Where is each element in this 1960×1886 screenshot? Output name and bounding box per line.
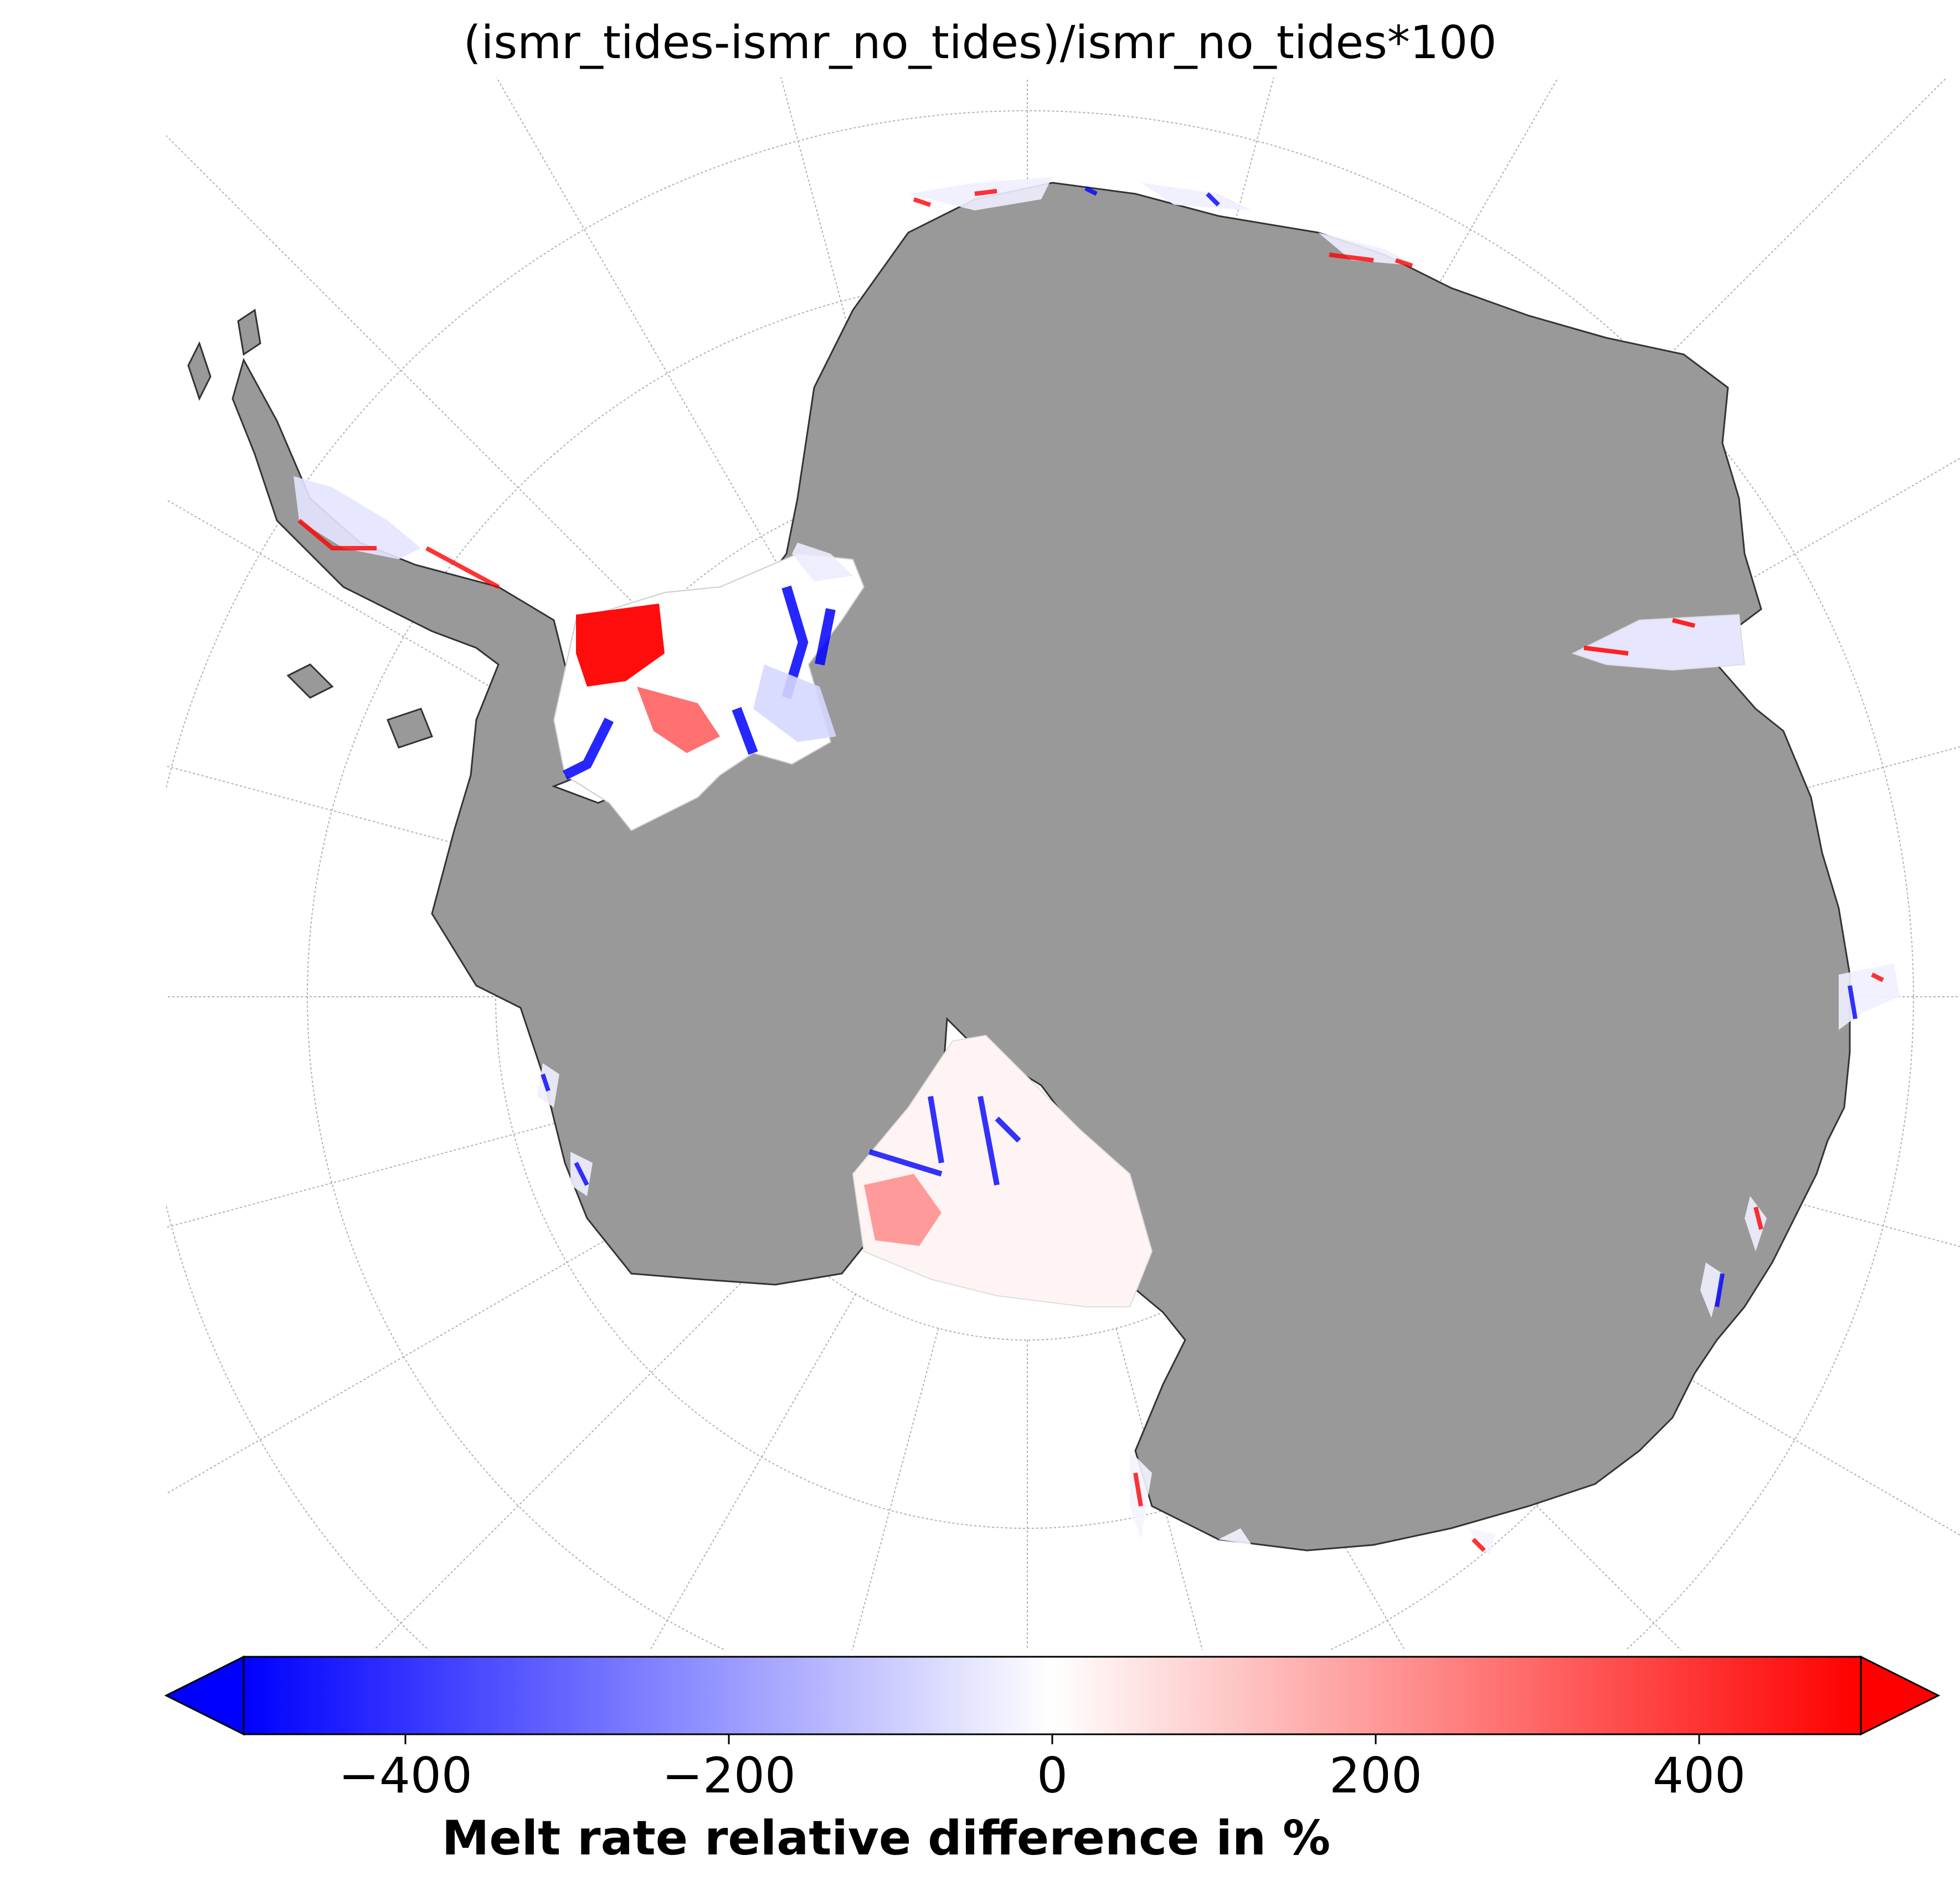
- colorbar-tick-label: 0: [942, 1747, 1163, 1804]
- colorbar-label: Melt rate relative difference in %: [0, 1811, 1960, 1866]
- colorbar-tick-label: −200: [618, 1747, 840, 1804]
- colorbar-label-text: Melt rate relative difference in %: [199, 1811, 1573, 1866]
- colorbar-extend-low: [166, 1657, 244, 1734]
- colorbar-tick-label: −400: [295, 1747, 516, 1804]
- colorbar-ticks: [405, 1734, 1699, 1744]
- colorbar-extend-high: [1861, 1657, 1938, 1734]
- colorbar-tick-label: 400: [1588, 1747, 1810, 1804]
- colorbar-body: [244, 1657, 1861, 1734]
- colorbar-tick-label: 200: [1265, 1747, 1486, 1804]
